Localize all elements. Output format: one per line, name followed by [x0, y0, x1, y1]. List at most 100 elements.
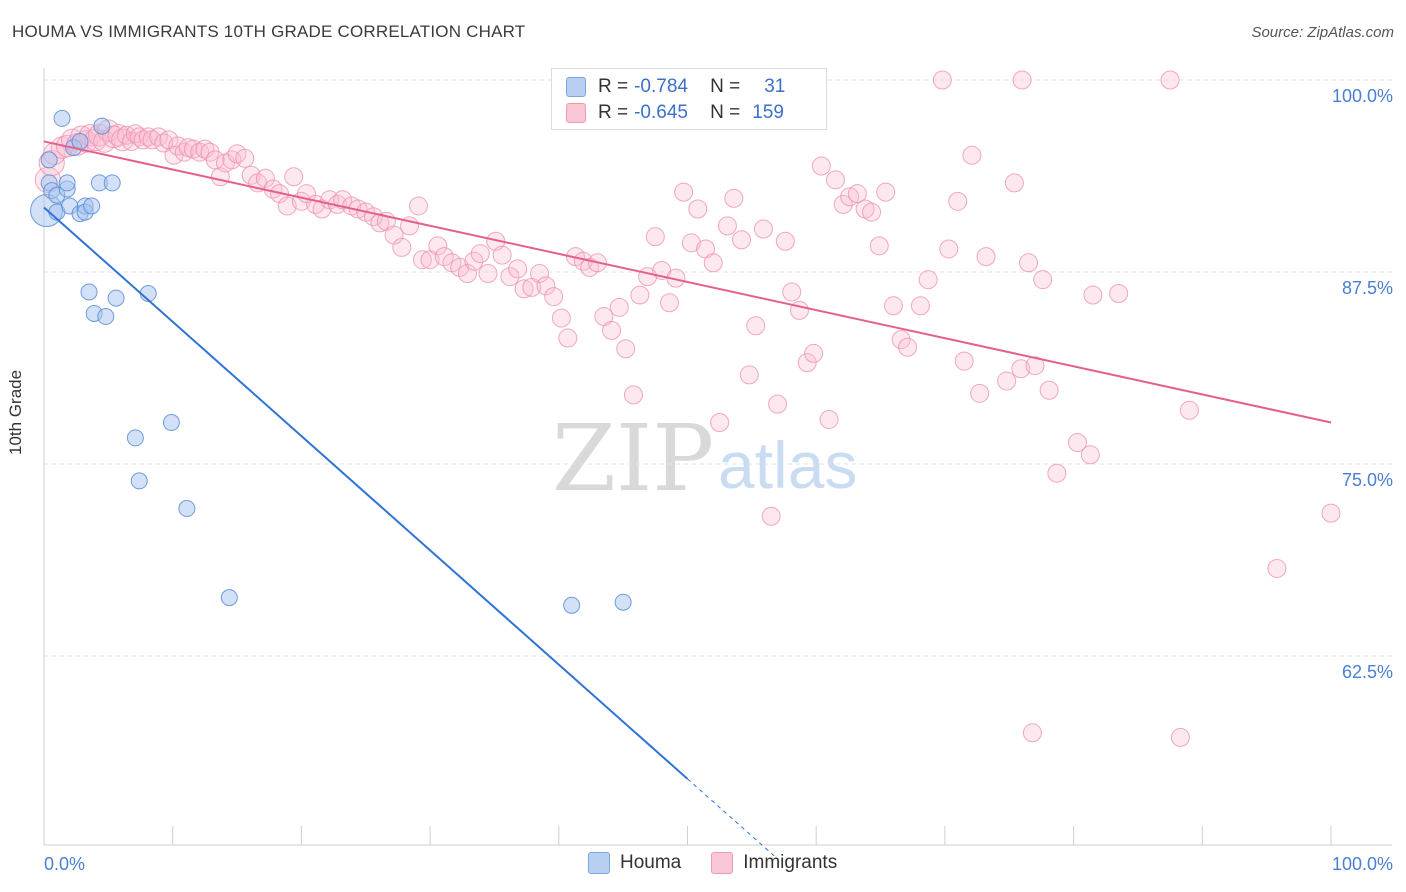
immigrants-point — [883, 296, 903, 316]
houma-point — [53, 109, 71, 127]
immigrants-point — [558, 328, 578, 348]
immigrants-point — [255, 168, 275, 188]
legend-row-immigrants: R = -0.645 N = 159 — [566, 101, 784, 125]
immigrants-point — [833, 194, 853, 214]
houma-point — [178, 500, 196, 518]
immigrants-point — [775, 231, 795, 251]
immigrants-point — [918, 270, 938, 290]
immigrants-point — [761, 506, 781, 526]
chart-title: HOUMA VS IMMIGRANTS 10TH GRADE CORRELATI… — [12, 22, 526, 41]
immigrants-point — [932, 70, 952, 90]
immigrants-point — [710, 413, 730, 433]
immigrants-point — [630, 285, 650, 305]
x-tick-label-min: 0.0% — [44, 854, 85, 874]
immigrants-point — [1022, 723, 1042, 743]
immigrants-point — [976, 247, 996, 267]
immigrants-point — [939, 239, 959, 259]
stats-legend: R = -0.784 N = 31 R = -0.645 N = 159 — [551, 68, 827, 130]
immigrants-point — [602, 320, 622, 340]
n-label: N = — [710, 76, 741, 97]
immigrants-point — [645, 227, 665, 247]
immigrants-swatch — [566, 103, 586, 123]
immigrants-point — [948, 191, 968, 211]
immigrants-point — [840, 187, 860, 207]
tick-labels: 62.5% 75.0% 87.5% 100.0% 0.0% 100.0% — [44, 86, 1393, 874]
legend-item-immigrants[interactable]: Immigrants — [711, 852, 837, 874]
immigrants-point — [1025, 356, 1045, 376]
immigrants-point — [1170, 727, 1190, 747]
immigrants-point — [819, 409, 839, 429]
immigrants-point — [277, 196, 297, 216]
grid-lines — [44, 79, 1392, 657]
r-label: R = — [598, 102, 629, 123]
axes — [43, 68, 1392, 846]
immigrants-point — [732, 230, 752, 250]
immigrants-point — [551, 308, 571, 328]
immigrants-point — [384, 225, 404, 245]
immigrants-point — [970, 383, 990, 403]
immigrants-point — [954, 351, 974, 371]
y-tick-label: 62.5% — [1342, 662, 1393, 682]
immigrants-point — [1080, 445, 1100, 465]
houma-point — [614, 593, 632, 611]
immigrants-legend-label: Immigrants — [743, 852, 838, 873]
immigrants-point — [869, 236, 889, 256]
immigrants-point — [910, 296, 930, 316]
immigrants-point — [623, 385, 643, 405]
immigrants-point — [1160, 70, 1180, 90]
immigrants-point — [500, 267, 520, 287]
r-value: -0.645 — [634, 102, 688, 123]
immigrants-point — [1067, 432, 1087, 452]
immigrants-point — [746, 316, 766, 336]
immigrants-point — [681, 233, 701, 253]
immigrants-point — [782, 282, 802, 302]
r-label: R = — [598, 76, 629, 97]
immigrants-point — [739, 365, 759, 385]
houma-regression-extension — [687, 778, 778, 860]
immigrants-point — [1047, 463, 1067, 483]
immigrants-point — [1083, 285, 1103, 305]
houma-point — [97, 308, 115, 326]
immigrants-point — [392, 237, 412, 257]
immigrants-point — [514, 279, 534, 299]
immigrants-point — [898, 337, 918, 357]
houma-point — [162, 414, 180, 432]
immigrants-point — [862, 202, 882, 222]
immigrants-point — [962, 145, 982, 165]
houma-point — [83, 197, 101, 215]
immigrants-point — [434, 247, 454, 267]
immigrants-point — [1179, 400, 1199, 420]
r-value: -0.784 — [634, 76, 688, 97]
immigrants-point — [190, 142, 210, 162]
immigrants-point — [457, 264, 477, 284]
immigrants-point — [659, 293, 679, 313]
houma-points — [30, 109, 632, 614]
immigrants-point — [412, 250, 432, 270]
immigrants-point — [478, 264, 498, 284]
immigrants-point — [768, 394, 788, 414]
immigrants-point — [804, 343, 824, 363]
houma-point — [80, 283, 98, 301]
houma-regression-line — [43, 206, 689, 780]
watermark-atlas: atlas — [718, 428, 857, 502]
immigrants-point — [450, 257, 470, 277]
immigrants-point — [1011, 359, 1031, 379]
houma-point — [58, 174, 76, 192]
immigrants-point — [826, 170, 846, 190]
houma-point — [71, 132, 89, 150]
immigrants-point — [997, 371, 1017, 391]
immigrants-point — [753, 219, 773, 239]
immigrants-point — [1109, 284, 1129, 304]
series-legend: Houma Immigrants — [588, 852, 867, 874]
immigrants-point — [428, 236, 448, 256]
immigrants-regression-line — [43, 140, 1332, 424]
n-label: N = — [710, 102, 741, 123]
watermark-zip: ZIP — [552, 405, 714, 512]
houma-point — [40, 151, 58, 169]
n-value: 159 — [752, 102, 784, 123]
legend-item-houma[interactable]: Houma — [588, 852, 681, 874]
immigrants-point — [1039, 380, 1059, 400]
y-tick-label: 75.0% — [1342, 470, 1393, 490]
immigrants-point — [891, 330, 911, 350]
immigrants-point — [154, 133, 174, 153]
